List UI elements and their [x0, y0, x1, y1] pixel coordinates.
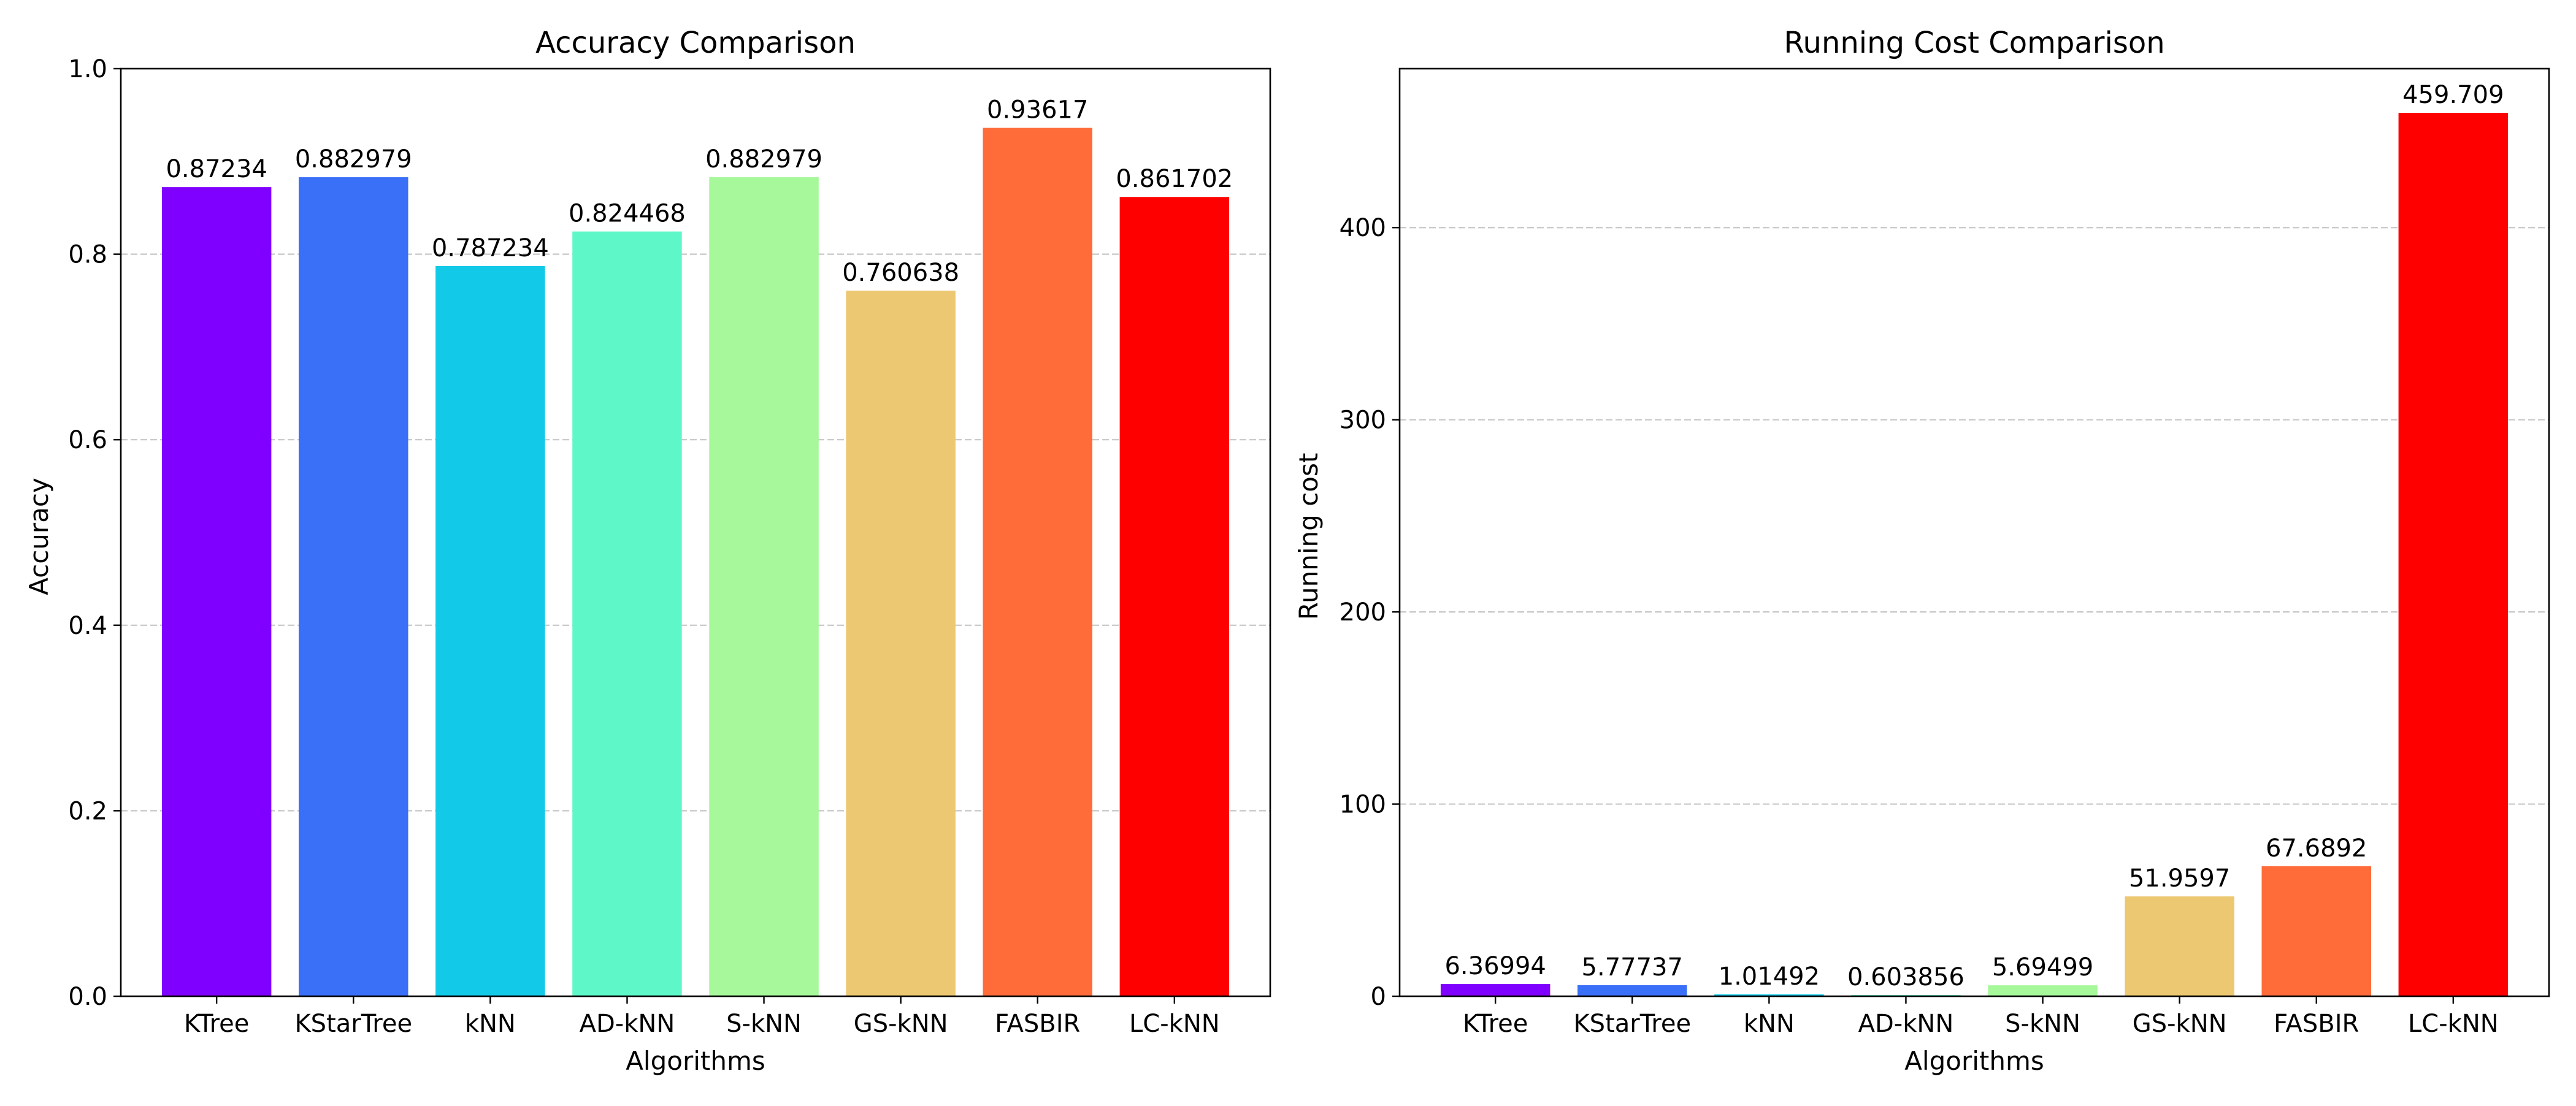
- accuracy-value-label: 0.882979: [295, 145, 412, 174]
- accuracy-bar-fasbir: [983, 128, 1092, 996]
- accuracy-value-label: 0.787234: [432, 234, 549, 262]
- running-cost-value-label: 1.01492: [1719, 963, 1820, 991]
- accuracy-y-tick-label: 0.6: [68, 426, 107, 454]
- running-cost-x-tick-label: KTree: [1463, 1010, 1528, 1038]
- accuracy-y-tick-label: 1.0: [68, 55, 107, 83]
- running-cost-bar-kstartree: [1577, 985, 1687, 996]
- accuracy-y-tick-label: 0.4: [68, 612, 107, 640]
- running-cost-value-label: 0.603856: [1847, 963, 1965, 991]
- running-cost-value-label: 5.77737: [1582, 953, 1683, 982]
- running-cost-x-tick-label: AD-kNN: [1858, 1010, 1954, 1038]
- running-cost-bar-knn: [1714, 994, 1824, 996]
- accuracy-x-axis-label: Algorithms: [626, 1046, 765, 1076]
- running-cost-value-label: 6.36994: [1444, 952, 1546, 980]
- accuracy-x-tick-label: AD-kNN: [580, 1010, 675, 1038]
- running-cost-x-tick-label: S-kNN: [2005, 1010, 2080, 1038]
- accuracy-x-tick-label: kNN: [465, 1010, 516, 1038]
- accuracy-axes-frame: [120, 67, 1271, 997]
- running-cost-bar-s-knn: [1988, 985, 2098, 996]
- accuracy-value-label: 0.824468: [569, 200, 686, 228]
- running-cost-x-tick-label: GS-kNN: [2133, 1010, 2227, 1038]
- running-cost-bar-fasbir: [2261, 866, 2371, 996]
- accuracy-value-label: 0.861702: [1116, 165, 1233, 193]
- running-cost-y-tick-label: 200: [1340, 598, 1386, 627]
- accuracy-chart-title: Accuracy Comparison: [535, 26, 856, 60]
- accuracy-value-label: 0.760638: [842, 259, 959, 287]
- accuracy-y-tick-label: 0.8: [68, 241, 107, 269]
- accuracy-value-label: 0.87234: [166, 155, 267, 183]
- running-cost-value-label: 459.709: [2402, 81, 2504, 109]
- running-cost-axes-frame: [1398, 67, 2550, 997]
- running-cost-x-tick-label: LC-kNN: [2408, 1010, 2499, 1038]
- accuracy-x-tick-label: KTree: [184, 1010, 249, 1038]
- accuracy-bar-knn: [435, 265, 545, 997]
- running-cost-chart-panel: Running Cost Comparison Algorithms Runni…: [1294, 26, 2550, 1076]
- accuracy-y-axis-label: Accuracy: [24, 478, 54, 595]
- running-cost-value-label: 5.69499: [1992, 953, 2093, 982]
- running-cost-y-tick-label: 100: [1340, 791, 1386, 819]
- running-cost-y-tick-label: 300: [1340, 406, 1386, 435]
- running-cost-chart-title: Running Cost Comparison: [1784, 26, 2164, 60]
- running-cost-x-tick-label: FASBIR: [2274, 1010, 2359, 1038]
- accuracy-x-tick-label: GS-kNN: [854, 1010, 948, 1038]
- running-cost-bar-lc-knn: [2398, 113, 2509, 996]
- accuracy-bar-lc-knn: [1119, 197, 1230, 996]
- running-cost-x-tick-label: KStarTree: [1573, 1010, 1691, 1038]
- accuracy-chart-panel: Accuracy Comparison Algorithms Accuracy …: [24, 26, 1271, 1076]
- accuracy-bar-ktree: [161, 187, 272, 997]
- running-cost-bar-gs-knn: [2125, 896, 2234, 996]
- accuracy-value-label: 0.93617: [987, 96, 1088, 124]
- accuracy-x-tick-label: S-kNN: [726, 1010, 802, 1038]
- accuracy-y-tick-label: 0.2: [68, 797, 107, 825]
- accuracy-x-tick-label: KStarTree: [294, 1010, 412, 1038]
- running-cost-value-label: 51.9597: [2129, 864, 2230, 893]
- running-cost-x-tick-label: kNN: [1744, 1010, 1795, 1038]
- running-cost-value-label: 67.6892: [2266, 834, 2367, 863]
- running-cost-x-axis-label: Algorithms: [1904, 1046, 2044, 1076]
- accuracy-x-tick-label: FASBIR: [995, 1010, 1080, 1038]
- running-cost-y-axis-label: Running cost: [1294, 453, 1324, 620]
- running-cost-y-tick-label: 400: [1340, 214, 1386, 242]
- running-cost-bar-ktree: [1440, 984, 1551, 996]
- accuracy-value-label: 0.882979: [705, 145, 822, 174]
- accuracy-bar-s-knn: [709, 177, 819, 997]
- accuracy-bar-gs-knn: [846, 291, 956, 997]
- accuracy-bar-kstartree: [299, 177, 408, 997]
- accuracy-bar-ad-knn: [572, 231, 682, 996]
- accuracy-x-tick-label: LC-kNN: [1129, 1010, 1220, 1038]
- running-cost-y-tick-label: 0: [1371, 983, 1386, 1011]
- accuracy-y-tick-label: 0.0: [68, 983, 107, 1011]
